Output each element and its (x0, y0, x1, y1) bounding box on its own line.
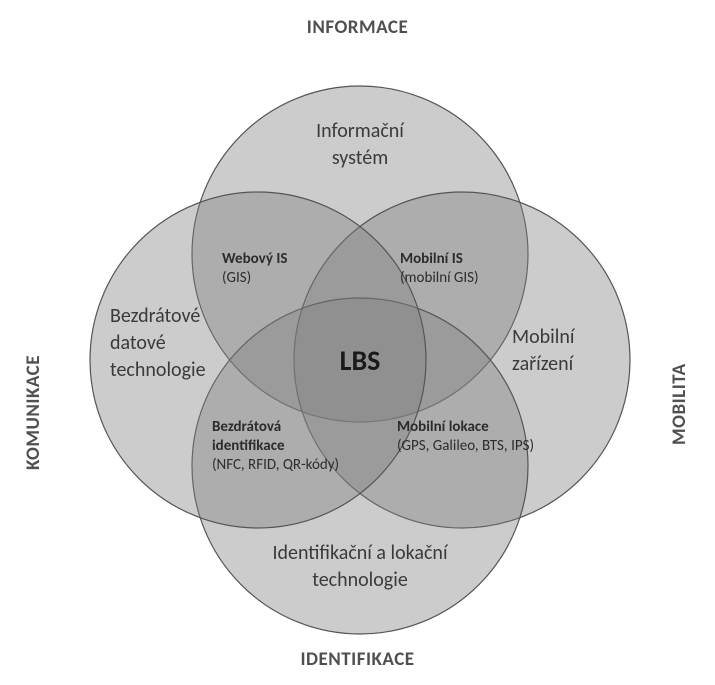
region-label-top-l2: systém (332, 146, 388, 170)
venn-diagram: INFORMACE IDENTIFIKACE KOMUNIKACE MOBILI… (0, 0, 715, 685)
region-label-top: Informační systém (260, 118, 460, 172)
intersection-top-right: Mobilní IS (mobilní GIS) (400, 250, 530, 288)
intersection-top-left-sub: (GIS) (222, 269, 342, 288)
intersection-top-right-title: Mobilní IS (400, 250, 530, 269)
intersection-bottom-right-title: Mobilní lokace (397, 418, 537, 437)
center-label: LBS (0, 343, 715, 378)
intersection-bottom-left-title: Bezdrátová identifikace (212, 418, 352, 456)
intersection-bottom-right: Mobilní lokace (GPS, Galileo, BTS, IPS) (397, 418, 537, 456)
intersection-top-right-sub: (mobilní GIS) (400, 269, 530, 288)
region-label-left-l1: Bezdrátové (110, 304, 200, 328)
intersection-top-left: Webový IS (GIS) (222, 250, 342, 288)
intersection-bottom-left-sub: (NFC, RFID, QR-kódy) (212, 456, 352, 475)
outer-label-bottom: IDENTIFIKACE (0, 648, 715, 671)
region-label-bottom-l2: technologie (312, 568, 408, 592)
region-label-bottom: Identifikační a lokační technologie (200, 540, 520, 594)
region-label-top-l1: Informační (316, 119, 404, 143)
region-label-bottom-l1: Identifikační a lokační (272, 541, 447, 565)
intersection-top-left-title: Webový IS (222, 250, 342, 269)
outer-label-top: INFORMACE (0, 16, 715, 39)
intersection-bottom-right-sub: (GPS, Galileo, BTS, IPS) (397, 437, 537, 456)
intersection-bottom-left: Bezdrátová identifikace (NFC, RFID, QR-k… (212, 418, 352, 474)
